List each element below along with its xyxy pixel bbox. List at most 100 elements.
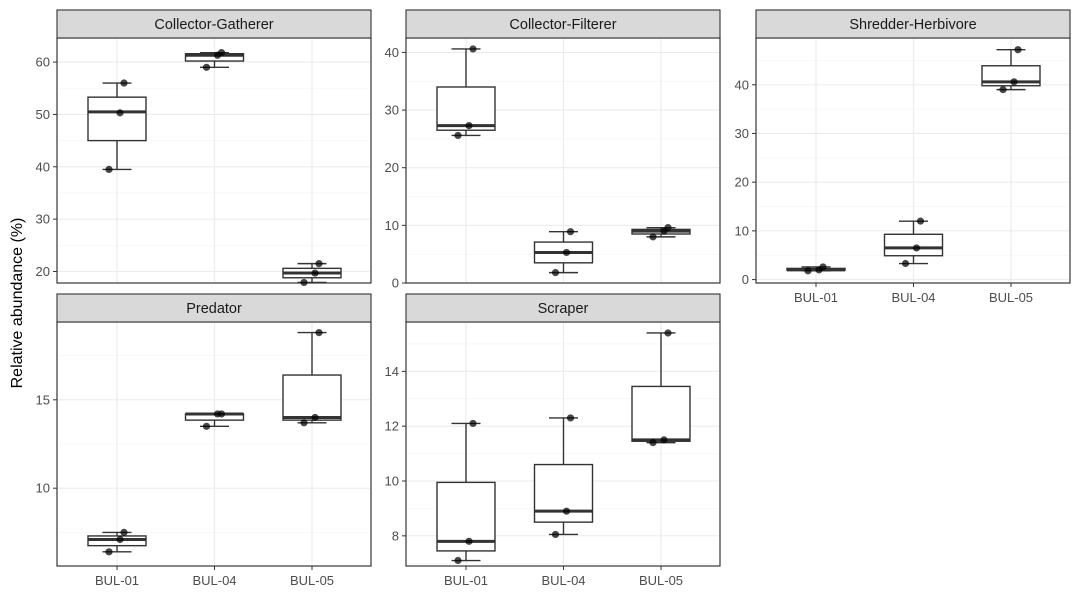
- y-tick-label: 40: [735, 77, 749, 92]
- facet-collector-gatherer: Collector-Gatherer 20 30 40 50 60: [36, 9, 372, 287]
- y-tick-label: 30: [735, 126, 749, 141]
- box-predator-bul-01: [87, 528, 147, 556]
- data-point: [562, 248, 571, 257]
- data-point: [469, 45, 477, 53]
- data-point: [105, 548, 113, 556]
- facet-strip-predator: [56, 293, 372, 323]
- box-shredder-herbivore-bul-04: [883, 217, 944, 268]
- x-tick-label: BUL-04: [192, 573, 236, 588]
- data-point: [454, 556, 462, 565]
- y-tick-label: 20: [735, 175, 749, 190]
- data-point: [901, 259, 910, 268]
- interquartile-box: [533, 463, 594, 523]
- x-tick-label: BUL-05: [639, 573, 683, 588]
- y-tick-label: 40: [385, 45, 399, 60]
- box-predator-bul-04: [184, 410, 245, 430]
- facet-title-collector-filterer: Collector-Filterer: [509, 17, 616, 33]
- facet-predator: Predator 10 15 BUL-01 BUL-04 BUL-05: [36, 293, 372, 588]
- y-tick-label: 30: [36, 212, 50, 227]
- interquartile-box: [87, 96, 147, 142]
- facet-shredder-herbivore: Shredder-Herbivore 0 10 20 30 40 BUL-01 BUL-04 B…: [735, 9, 1071, 305]
- data-point: [300, 278, 308, 287]
- x-tick-label: BUL-01: [95, 573, 139, 588]
- y-tick-label: 30: [385, 103, 399, 118]
- facet-collector-filterer: Collector-Filterer 0 10 20 30 40: [385, 9, 721, 291]
- data-point: [649, 233, 657, 241]
- data-point: [465, 122, 473, 130]
- facet-title-shredder-herbivore: Shredder-Herbivore: [849, 17, 976, 33]
- data-point: [912, 244, 921, 252]
- y-tick-label: 10: [36, 481, 50, 496]
- data-point: [116, 109, 124, 117]
- data-point: [562, 507, 571, 515]
- data-point: [649, 439, 657, 447]
- interquartile-box: [282, 374, 342, 421]
- data-point: [469, 419, 477, 428]
- y-tick-label: 15: [36, 392, 50, 407]
- box-collector-filterer-bul-04: [533, 228, 594, 277]
- y-tick-label: 40: [36, 159, 50, 174]
- x-tick-label: BUL-04: [541, 573, 585, 588]
- data-point: [217, 410, 226, 418]
- y-tick-label: 14: [385, 364, 399, 379]
- facet-title-scraper: Scraper: [538, 301, 589, 317]
- interquartile-box: [883, 233, 944, 257]
- data-point: [311, 413, 319, 422]
- data-point: [551, 269, 560, 277]
- data-point: [105, 165, 113, 173]
- box-scraper-bul-01: [436, 419, 496, 565]
- data-point: [300, 419, 308, 427]
- data-point: [566, 414, 575, 422]
- y-tick-label: 12: [385, 419, 399, 434]
- facet-strip-collector-gatherer: [56, 9, 372, 39]
- interquartile-box: [436, 86, 496, 131]
- x-tick-label: BUL-04: [891, 290, 935, 305]
- box-collector-gatherer-bul-04: [184, 49, 245, 71]
- box-predator-bul-05: [282, 329, 342, 427]
- data-point: [315, 329, 323, 337]
- data-point: [664, 224, 672, 232]
- interquartile-box: [436, 481, 496, 552]
- facet-scraper: Scraper 8 10 12 14 BUL-01 BUL-04 BUL-05: [385, 293, 721, 588]
- x-tick-label: BUL-05: [989, 290, 1033, 305]
- y-tick-label: 20: [385, 160, 399, 175]
- data-point: [804, 267, 812, 275]
- y-tick-label: 10: [385, 218, 399, 233]
- box-collector-filterer-bul-01: [436, 45, 496, 140]
- box-collector-filterer-bul-05: [631, 224, 691, 241]
- y-tick-label: 10: [735, 223, 749, 238]
- data-point: [566, 228, 575, 236]
- data-point: [202, 422, 211, 430]
- data-point: [116, 535, 124, 544]
- box-collector-gatherer-bul-01: [87, 79, 147, 173]
- data-point: [660, 436, 668, 444]
- data-point: [454, 131, 462, 140]
- facet-strip-shredder-herbivore: [755, 9, 1071, 39]
- data-point: [1014, 46, 1022, 54]
- x-tick-label: BUL-05: [290, 573, 334, 588]
- data-point: [999, 86, 1007, 94]
- facet-title-collector-gatherer: Collector-Gatherer: [154, 17, 273, 33]
- data-point: [315, 260, 323, 268]
- y-tick-label: 60: [36, 55, 50, 70]
- facet-strip-scraper: [405, 293, 721, 323]
- x-tick-label: BUL-01: [794, 290, 838, 305]
- box-shredder-herbivore-bul-01: [786, 263, 846, 275]
- data-point: [217, 49, 226, 57]
- data-point: [202, 63, 211, 71]
- data-point: [916, 217, 925, 225]
- box-scraper-bul-05: [631, 329, 691, 447]
- x-tick-label: BUL-01: [444, 573, 488, 588]
- data-point: [551, 530, 560, 539]
- y-axis-title: Relative abundance (%): [9, 218, 26, 389]
- data-point: [120, 79, 128, 87]
- data-point: [120, 528, 128, 537]
- data-point: [311, 269, 319, 277]
- data-point: [664, 329, 672, 337]
- facet-strip-collector-filterer: [405, 9, 721, 39]
- y-tick-label: 50: [36, 107, 50, 122]
- y-tick-label: 8: [392, 528, 399, 543]
- y-tick-label: 0: [742, 272, 749, 287]
- box-scraper-bul-04: [533, 414, 594, 539]
